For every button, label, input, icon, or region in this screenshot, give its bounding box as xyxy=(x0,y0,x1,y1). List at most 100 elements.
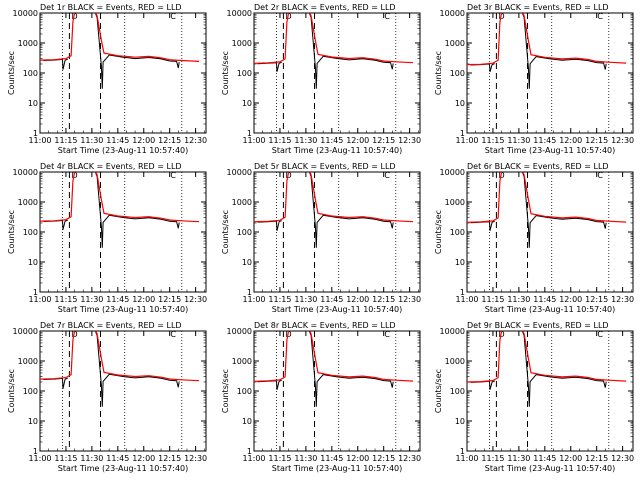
y-tick-label: 10000 xyxy=(13,327,38,336)
x-tick-label: 11:45 xyxy=(320,136,343,145)
x-tick-label: 12:15 xyxy=(372,295,395,304)
top-marker-c: C xyxy=(597,330,603,339)
top-marker-c: C xyxy=(597,12,603,21)
x-tick-label: 11:30 xyxy=(507,136,530,145)
lld-series-line xyxy=(254,331,414,382)
y-tick-label: 100 xyxy=(237,228,252,237)
y-tick-label: 10000 xyxy=(227,327,252,336)
x-tick-label: 11:30 xyxy=(294,295,317,304)
x-tick-label: 11:30 xyxy=(80,295,103,304)
y-axis-label: Counts/sec xyxy=(434,210,443,254)
top-marker-d: D xyxy=(285,12,291,21)
lld-series-line xyxy=(467,172,627,223)
x-tick-label: 12:30 xyxy=(398,136,421,145)
x-tick-label: 11:45 xyxy=(106,295,129,304)
x-tick-label: 11:00 xyxy=(28,454,51,463)
x-tick-label: 11:30 xyxy=(80,454,103,463)
x-tick-label: 12:00 xyxy=(132,454,155,463)
events-series-line xyxy=(470,220,495,231)
x-tick-label: 12:30 xyxy=(611,295,634,304)
lld-series-line xyxy=(254,13,414,64)
lld-series-line xyxy=(467,331,627,383)
x-tick-label: 11:00 xyxy=(455,454,478,463)
y-axis-label: Counts/sec xyxy=(434,51,443,95)
x-tick-label: 11:15 xyxy=(481,136,504,145)
x-tick-label: 12:15 xyxy=(585,454,608,463)
top-marker-c: C xyxy=(384,330,390,339)
y-tick-label: 1000 xyxy=(445,198,465,207)
plot-frame xyxy=(466,171,634,293)
y-tick-label: 100 xyxy=(237,387,252,396)
plot-frame xyxy=(39,171,207,293)
lld-series-line xyxy=(40,13,200,62)
top-marker-d: D xyxy=(285,330,291,339)
x-tick-label: 12:15 xyxy=(585,136,608,145)
y-tick-label: 10000 xyxy=(440,9,465,18)
x-tick-label: 11:45 xyxy=(320,454,343,463)
plot-frame xyxy=(253,12,421,134)
x-tick-label: 11:45 xyxy=(533,136,556,145)
top-marker-c: C xyxy=(170,12,176,21)
y-tick-label: 1 xyxy=(33,129,38,138)
x-tick-label: 11:00 xyxy=(242,454,265,463)
x-tick-label: 12:15 xyxy=(372,136,395,145)
events-series-line xyxy=(257,61,282,72)
panel-title: Det 6r BLACK = Events, RED = LLD xyxy=(467,162,609,171)
top-marker-c: C xyxy=(170,330,176,339)
x-tick-label: 11:00 xyxy=(242,295,265,304)
y-tick-label: 10000 xyxy=(227,9,252,18)
x-tick-label: 12:30 xyxy=(611,136,634,145)
top-marker-d: D xyxy=(498,330,504,339)
lld-series-line xyxy=(40,331,200,382)
panel-title: Det 7r BLACK = Events, RED = LLD xyxy=(40,321,182,330)
x-tick-label: 11:30 xyxy=(294,454,317,463)
x-tick-label: 11:00 xyxy=(28,295,51,304)
x-tick-label: 12:00 xyxy=(346,454,369,463)
y-tick-label: 100 xyxy=(23,69,38,78)
x-tick-label: 11:30 xyxy=(294,136,317,145)
events-series-line xyxy=(94,172,180,248)
x-axis-label: Start Time (23-Aug-11 10:57:40) xyxy=(485,146,616,155)
plot-frame xyxy=(39,330,207,452)
events-series-line xyxy=(308,331,394,407)
x-tick-label: 12:00 xyxy=(346,295,369,304)
y-tick-label: 10000 xyxy=(13,9,38,18)
y-tick-label: 100 xyxy=(450,69,465,78)
x-tick-label: 12:00 xyxy=(559,136,582,145)
lld-series-line xyxy=(40,172,200,223)
panel-title: Det 4r BLACK = Events, RED = LLD xyxy=(40,162,182,171)
top-marker-d: D xyxy=(71,12,77,21)
plot-frame xyxy=(253,171,421,293)
x-tick-label: 11:15 xyxy=(481,295,504,304)
top-marker-c: C xyxy=(384,12,390,21)
y-tick-label: 10 xyxy=(242,417,252,426)
x-tick-label: 11:30 xyxy=(507,454,530,463)
y-tick-label: 100 xyxy=(237,69,252,78)
y-tick-label: 1000 xyxy=(232,198,252,207)
y-tick-label: 10 xyxy=(28,99,38,108)
panel-title: Det 5r BLACK = Events, RED = LLD xyxy=(254,162,396,171)
y-tick-label: 100 xyxy=(23,387,38,396)
y-tick-label: 10 xyxy=(455,99,465,108)
x-tick-label: 11:30 xyxy=(80,136,103,145)
x-tick-label: 12:00 xyxy=(559,295,582,304)
y-tick-label: 1 xyxy=(33,447,38,456)
y-tick-label: 100 xyxy=(450,387,465,396)
top-marker-d: D xyxy=(498,171,504,180)
top-marker-d: D xyxy=(71,171,77,180)
events-series-line xyxy=(308,13,394,89)
events-series-line xyxy=(521,331,607,407)
events-series-line xyxy=(43,58,68,70)
plot-frame xyxy=(253,330,421,452)
x-axis-label: Start Time (23-Aug-11 10:57:40) xyxy=(485,464,616,473)
x-tick-label: 12:15 xyxy=(158,136,181,145)
events-series-line xyxy=(308,172,394,248)
x-tick-label: 11:00 xyxy=(242,136,265,145)
events-series-line xyxy=(94,13,180,89)
y-tick-label: 1000 xyxy=(18,357,38,366)
